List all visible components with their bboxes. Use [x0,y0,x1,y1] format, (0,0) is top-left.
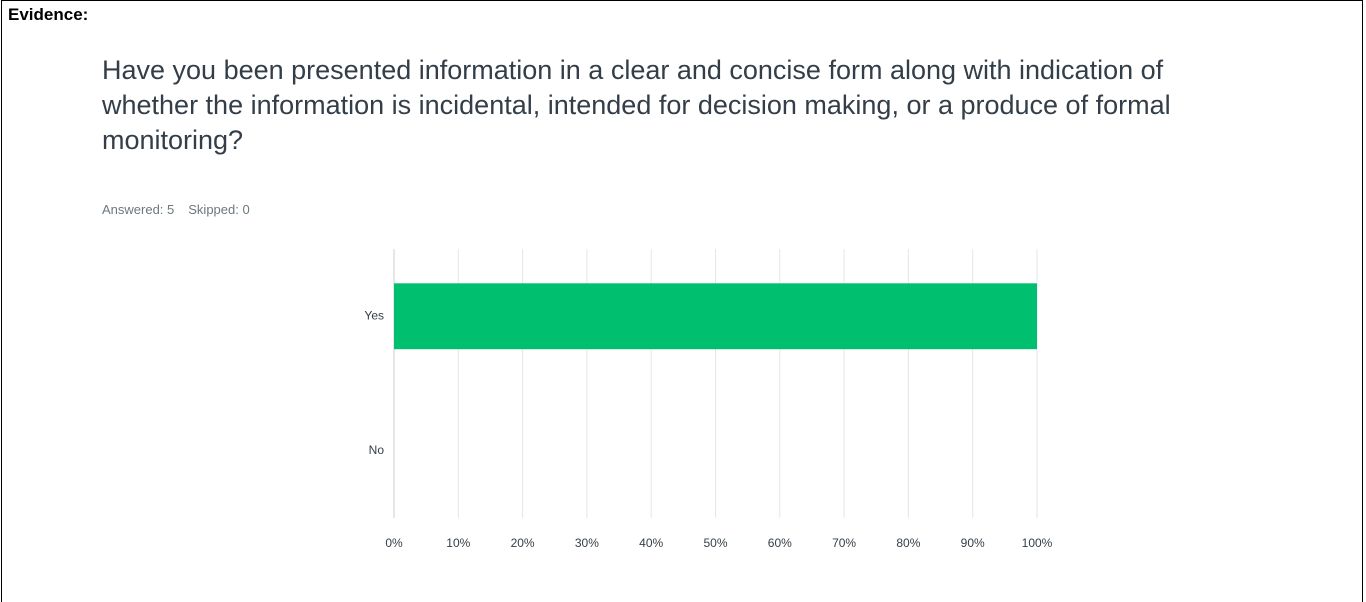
x-tick-label: 100% [1022,536,1053,550]
stats: Answered: 5 Skipped: 0 [102,202,264,217]
x-tick-label: 90% [961,536,985,550]
x-tick-label: 80% [896,536,920,550]
skipped: Skipped: 0 [188,202,250,217]
y-tick-label: Yes [364,308,384,322]
y-tick-label: No [369,443,385,457]
bar [394,283,1037,350]
x-tick-label: 10% [446,536,470,550]
answered: Answered: 5 [102,202,175,217]
x-tick-label: 70% [832,536,856,550]
x-tick-label: 30% [575,536,599,550]
heading: Evidence: [8,5,89,24]
x-tick-label: 40% [639,536,663,550]
x-tick-label: 0% [385,536,403,550]
x-tick-label: 60% [768,536,792,550]
x-tick-label: 20% [511,536,535,550]
x-tick-label: 50% [703,536,727,550]
chart-title: Have you been presented information in a… [102,55,1171,155]
